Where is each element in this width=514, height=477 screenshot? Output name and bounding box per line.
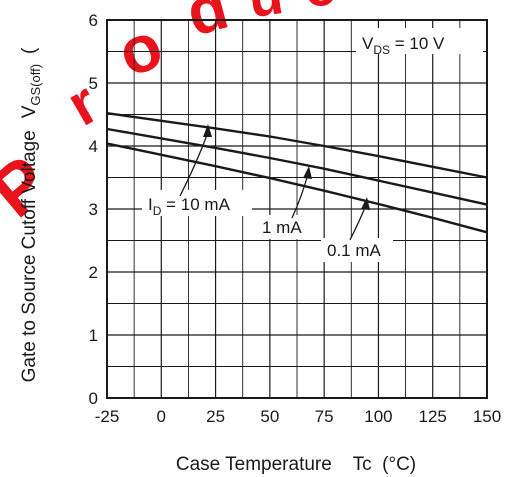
series-label-10ma: ID = 10 mA	[148, 195, 231, 218]
series-label-bg-1ma	[258, 215, 314, 239]
y-tick-label: 4	[89, 137, 98, 156]
series-line-10ma	[106, 112, 488, 179]
y-axis-title-text: Gate to Source Cutoff Voltage	[19, 130, 40, 382]
y-tick-label: 3	[89, 200, 98, 219]
svg-text:c: c	[303, 0, 337, 18]
annotations: VDS = 10 V ID = 10 mA 1 mA 0.1 mA	[142, 28, 483, 262]
x-tick-label: 150	[473, 407, 501, 426]
x-tick-label: 25	[206, 407, 225, 426]
y-axis-symbol-sub: GS(off)	[28, 64, 43, 106]
svg-text:r: r	[56, 69, 110, 139]
arrow-10ma	[179, 131, 209, 197]
x-tick-label: 0	[157, 407, 166, 426]
y-axis-title: Gate to Source Cutoff Voltage VGS(off) (	[19, 47, 43, 382]
y-tick-label: 6	[89, 11, 98, 30]
plot-frame	[106, 19, 488, 399]
series-line-1ma	[106, 127, 488, 206]
x-tick-label: 75	[315, 407, 334, 426]
y-tick-label: 1	[89, 326, 98, 345]
svg-text:d: d	[179, 0, 235, 50]
series-label-bg-01ma	[321, 238, 393, 262]
arrow-1ma	[291, 173, 309, 219]
x-tick-label: -25	[95, 407, 120, 426]
svg-text:Gate to Source Cutoff VoltageV: Gate to Source Cutoff Voltage VGS(off) (	[19, 47, 43, 382]
x-tick-label: 125	[419, 407, 447, 426]
x-tick-label: 100	[364, 407, 392, 426]
arrowhead-1ma	[303, 166, 312, 179]
svg-text:u: u	[244, 0, 287, 29]
arrowhead-01ma	[361, 197, 370, 210]
series-label-01ma: 0.1 mA	[327, 241, 382, 260]
condition-label: VDS = 10 V	[362, 34, 445, 57]
x-axis-title: Case Temperature Tc (°C)	[176, 454, 416, 475]
arrow-01ma	[349, 204, 367, 241]
series-line-01ma	[106, 142, 488, 234]
y-tick-label: 5	[89, 74, 98, 93]
arrowhead-10ma	[203, 124, 212, 137]
y-axis-symbol: V	[19, 105, 40, 118]
condition-label-bg	[356, 28, 483, 54]
series-label-1ma: 1 mA	[262, 218, 302, 237]
curves	[106, 112, 488, 234]
series-label-bg-10ma	[142, 190, 252, 216]
y-tick-label: 2	[89, 263, 98, 282]
y-tick-label: 0	[89, 389, 98, 408]
y-axis-unit: (	[19, 47, 40, 54]
x-tick-label: 50	[260, 407, 279, 426]
